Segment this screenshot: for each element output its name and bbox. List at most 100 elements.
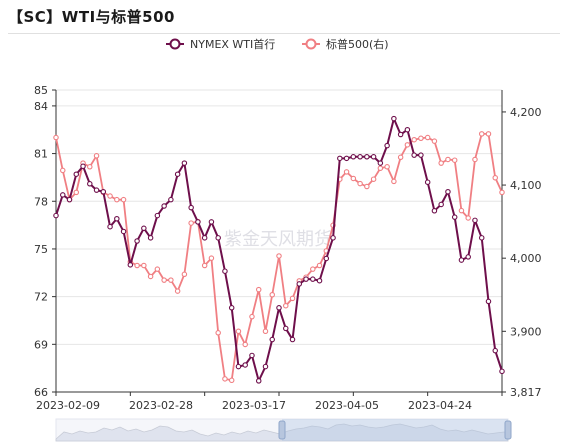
data-point-sp500[interactable] bbox=[418, 135, 424, 142]
data-point-sp500[interactable] bbox=[93, 153, 100, 159]
data-point-wti[interactable] bbox=[310, 276, 316, 282]
data-point-sp500[interactable] bbox=[350, 175, 357, 182]
data-point-sp500[interactable] bbox=[114, 196, 120, 203]
zoom-handle-right[interactable] bbox=[504, 420, 512, 440]
legend[interactable]: NYMEX WTI首行 标普500(右) bbox=[166, 37, 389, 51]
data-point-sp500[interactable] bbox=[431, 138, 438, 144]
data-point-sp500[interactable] bbox=[53, 134, 59, 141]
data-zoom-slider[interactable] bbox=[55, 418, 512, 442]
data-point-sp500[interactable] bbox=[310, 266, 316, 272]
data-point-sp500[interactable] bbox=[492, 174, 498, 181]
data-point-sp500[interactable] bbox=[289, 295, 296, 302]
zoom-handle-left[interactable] bbox=[278, 420, 286, 440]
data-point-sp500[interactable] bbox=[316, 262, 323, 269]
data-point-wti[interactable] bbox=[472, 217, 478, 224]
data-point-wti[interactable] bbox=[195, 219, 201, 225]
data-point-wti[interactable] bbox=[255, 378, 262, 384]
data-point-sp500[interactable] bbox=[222, 376, 228, 382]
data-point-sp500[interactable] bbox=[465, 215, 471, 221]
data-point-wti[interactable] bbox=[134, 238, 140, 244]
data-point-sp500[interactable] bbox=[242, 341, 248, 348]
data-point-wti[interactable] bbox=[80, 163, 86, 170]
data-point-sp500[interactable] bbox=[384, 164, 390, 170]
data-point-wti[interactable] bbox=[235, 363, 242, 370]
data-point-wti[interactable] bbox=[60, 192, 66, 198]
data-point-sp500[interactable] bbox=[478, 131, 485, 137]
data-point-wti[interactable] bbox=[222, 268, 228, 274]
data-point-wti[interactable] bbox=[296, 281, 303, 287]
data-point-sp500[interactable] bbox=[255, 286, 262, 293]
data-point-wti[interactable] bbox=[303, 276, 309, 282]
data-point-wti[interactable] bbox=[289, 336, 296, 343]
data-point-sp500[interactable] bbox=[107, 193, 113, 199]
data-point-wti[interactable] bbox=[357, 154, 363, 160]
data-point-sp500[interactable] bbox=[249, 313, 255, 320]
zoom-selected-window[interactable] bbox=[282, 419, 508, 441]
legend-item-sp500[interactable]: 标普500(右) bbox=[302, 37, 389, 51]
data-point-sp500[interactable] bbox=[451, 157, 458, 163]
data-point-sp500[interactable] bbox=[397, 154, 404, 161]
data-point-sp500[interactable] bbox=[343, 169, 350, 175]
data-point-sp500[interactable] bbox=[364, 183, 370, 190]
data-point-sp500[interactable] bbox=[485, 131, 492, 137]
data-point-sp500[interactable] bbox=[458, 207, 465, 214]
data-point-wti[interactable] bbox=[120, 228, 127, 235]
data-point-wti[interactable] bbox=[127, 262, 134, 268]
data-point-wti[interactable] bbox=[411, 152, 417, 158]
data-point-sp500[interactable] bbox=[391, 178, 397, 185]
data-point-wti[interactable] bbox=[323, 255, 330, 262]
data-point-sp500[interactable] bbox=[87, 164, 93, 170]
data-point-wti[interactable] bbox=[384, 142, 390, 149]
data-point-sp500[interactable] bbox=[174, 288, 181, 294]
data-point-wti[interactable] bbox=[492, 347, 498, 354]
data-point-wti[interactable] bbox=[276, 305, 282, 311]
data-point-wti[interactable] bbox=[100, 188, 107, 195]
data-point-sp500[interactable] bbox=[208, 255, 215, 261]
data-point-wti[interactable] bbox=[208, 219, 215, 225]
data-point-wti[interactable] bbox=[465, 254, 471, 260]
data-point-sp500[interactable] bbox=[445, 156, 451, 163]
data-point-wti[interactable] bbox=[377, 160, 384, 166]
data-point-sp500[interactable] bbox=[276, 253, 282, 259]
data-point-wti[interactable] bbox=[499, 368, 505, 375]
data-point-wti[interactable] bbox=[404, 126, 411, 133]
data-point-wti[interactable] bbox=[337, 155, 343, 162]
data-point-wti[interactable] bbox=[141, 225, 147, 232]
data-point-sp500[interactable] bbox=[215, 330, 221, 336]
data-point-sp500[interactable] bbox=[134, 262, 140, 269]
data-point-wti[interactable] bbox=[228, 305, 235, 311]
data-point-wti[interactable] bbox=[87, 181, 93, 187]
data-point-sp500[interactable] bbox=[141, 262, 147, 269]
data-point-wti[interactable] bbox=[161, 203, 167, 209]
data-point-sp500[interactable] bbox=[283, 302, 289, 309]
data-point-sp500[interactable] bbox=[404, 142, 411, 148]
data-point-wti[interactable] bbox=[201, 235, 208, 241]
data-point-sp500[interactable] bbox=[411, 136, 417, 143]
data-point-wti[interactable] bbox=[93, 187, 100, 193]
data-point-wti[interactable] bbox=[174, 171, 181, 177]
data-point-wti[interactable] bbox=[107, 223, 113, 230]
data-point-sp500[interactable] bbox=[424, 134, 431, 141]
data-point-sp500[interactable] bbox=[201, 262, 208, 269]
data-point-wti[interactable] bbox=[262, 363, 269, 370]
data-point-sp500[interactable] bbox=[120, 196, 127, 203]
data-point-wti[interactable] bbox=[451, 214, 458, 220]
data-point-wti[interactable] bbox=[215, 235, 221, 241]
data-point-wti[interactable] bbox=[316, 277, 323, 284]
data-point-wti[interactable] bbox=[431, 208, 438, 214]
data-point-wti[interactable] bbox=[343, 155, 350, 162]
data-point-sp500[interactable] bbox=[73, 189, 80, 196]
data-point-sp500[interactable] bbox=[357, 180, 363, 187]
data-point-sp500[interactable] bbox=[168, 277, 174, 283]
data-point-wti[interactable] bbox=[364, 154, 370, 160]
data-point-sp500[interactable] bbox=[370, 176, 377, 182]
data-point-wti[interactable] bbox=[391, 115, 397, 122]
data-point-sp500[interactable] bbox=[147, 273, 154, 280]
data-point-sp500[interactable] bbox=[188, 220, 194, 226]
data-point-wti[interactable] bbox=[485, 298, 492, 305]
data-point-wti[interactable] bbox=[438, 201, 444, 208]
data-point-sp500[interactable] bbox=[438, 160, 444, 166]
data-point-sp500[interactable] bbox=[269, 291, 275, 298]
data-point-wti[interactable] bbox=[53, 212, 59, 219]
data-point-wti[interactable] bbox=[478, 235, 485, 241]
